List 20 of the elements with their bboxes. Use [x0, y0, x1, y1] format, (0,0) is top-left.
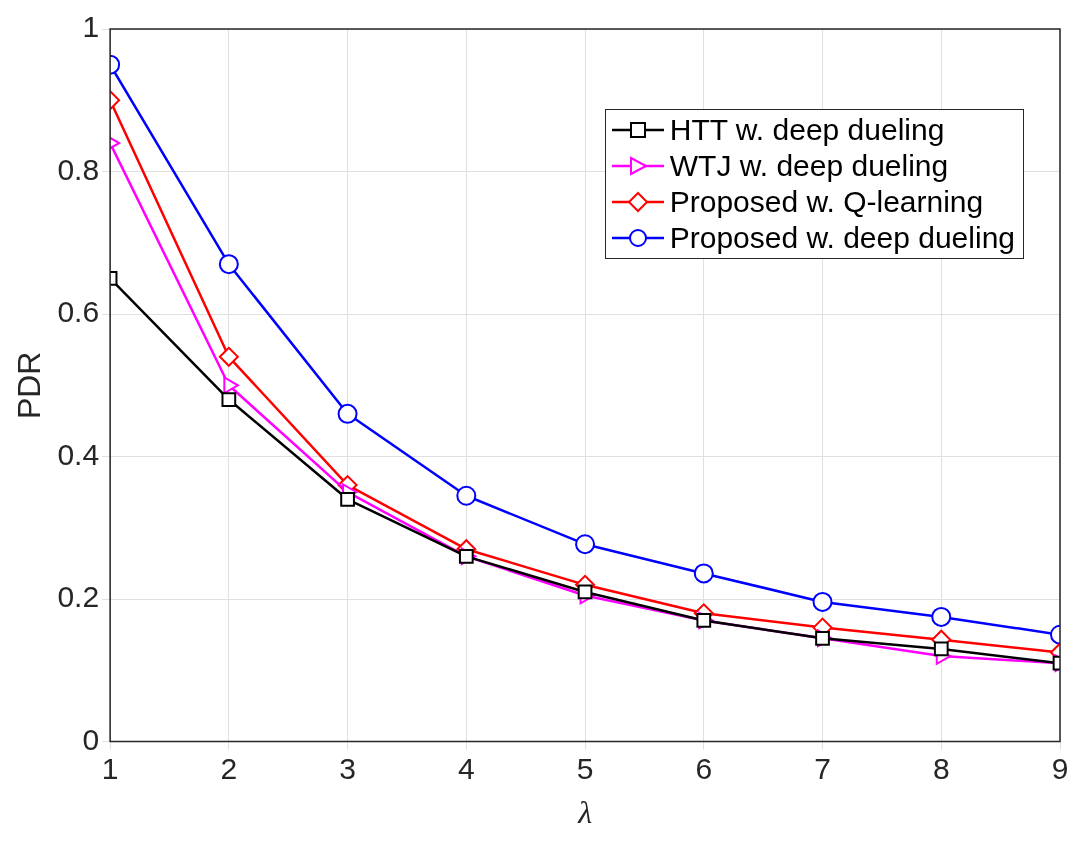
x-tick-label: 9 [1051, 751, 1069, 785]
y-tick-label: 1 [82, 10, 100, 44]
legend-label: Proposed w. Q-learning [669, 184, 984, 220]
x-tick-label: 2 [220, 751, 238, 785]
y-tick-label: 0 [82, 722, 100, 756]
legend-label: WTJ w. deep dueling [669, 148, 949, 184]
legend-label: HTT w. deep dueling [669, 112, 945, 148]
y-tick-label: 0.6 [57, 295, 100, 329]
y-tick-label: 0.8 [57, 152, 100, 186]
x-tick-label: 7 [814, 751, 831, 785]
y-tick-label: 0.2 [57, 580, 100, 614]
legend-label: Proposed w. deep dueling [669, 220, 1015, 256]
x-axis-title: λ [577, 794, 593, 831]
x-tick-label: 8 [932, 751, 950, 785]
x-tick-label: 3 [339, 751, 356, 785]
y-axis-title: PDR [11, 351, 48, 420]
x-tick-label: 6 [695, 751, 713, 785]
y-tick-label: 0.4 [57, 437, 100, 471]
x-tick-label: 5 [576, 751, 594, 785]
x-tick-label: 4 [457, 751, 475, 785]
